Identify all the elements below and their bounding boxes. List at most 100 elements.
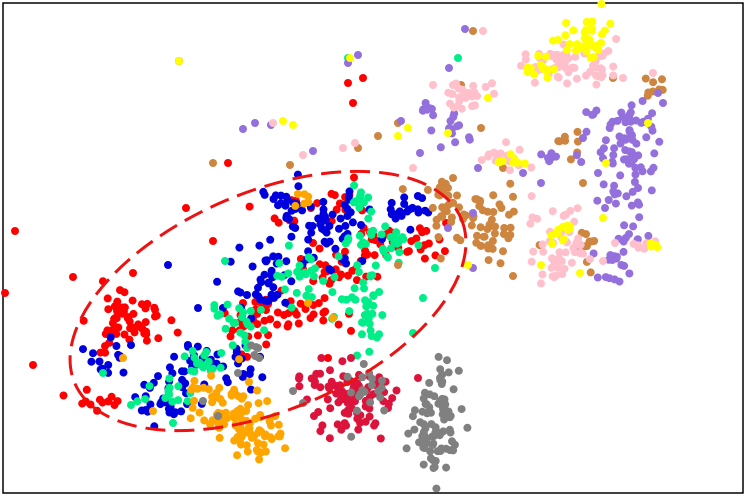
data-point [437, 212, 446, 221]
data-point [638, 97, 647, 105]
data-point [322, 239, 331, 248]
data-point [616, 171, 625, 180]
data-point [251, 119, 259, 127]
data-point [287, 277, 296, 286]
data-point [504, 234, 513, 243]
data-point [426, 447, 435, 456]
data-point [387, 210, 396, 219]
data-point [438, 410, 447, 419]
data-point [360, 311, 369, 320]
data-point [69, 273, 77, 281]
data-point [366, 398, 375, 407]
data-point [351, 139, 359, 147]
data-point [593, 196, 602, 205]
data-point [484, 152, 493, 161]
data-point [240, 331, 249, 340]
data-point [237, 432, 246, 441]
data-point [347, 326, 355, 335]
data-point [279, 117, 287, 125]
data-point [291, 224, 300, 232]
data-point [269, 119, 277, 127]
data-point [284, 241, 293, 250]
data-point [361, 296, 370, 305]
data-point [538, 270, 547, 279]
data-point [378, 311, 387, 320]
data-point [646, 167, 655, 176]
data-point [423, 185, 432, 194]
data-point [310, 412, 318, 420]
data-point [490, 89, 498, 98]
data-point [253, 386, 262, 395]
data-point [415, 224, 424, 233]
data-point [392, 386, 401, 395]
data-point [177, 407, 186, 416]
data-point [410, 425, 419, 434]
data-point [449, 113, 458, 121]
data-point [476, 241, 485, 250]
data-point [295, 261, 304, 270]
data-point [419, 420, 428, 429]
data-point [101, 348, 110, 357]
data-point [164, 404, 173, 413]
data-point [379, 247, 388, 256]
data-point [273, 320, 282, 329]
data-point [178, 375, 187, 384]
data-point [170, 352, 179, 361]
data-point [282, 214, 291, 222]
data-point [317, 354, 326, 362]
data-point [394, 132, 402, 140]
data-point [634, 151, 643, 160]
data-point [141, 395, 150, 404]
data-point [479, 27, 487, 35]
data-point [582, 127, 591, 136]
data-point [246, 307, 255, 315]
data-point [594, 169, 602, 177]
data-point [366, 326, 375, 335]
annotation-layer [68, 169, 468, 433]
data-point [314, 214, 323, 223]
data-point [245, 202, 254, 211]
data-point [142, 336, 151, 345]
data-point [143, 299, 152, 308]
data-point [260, 326, 269, 335]
data-point [477, 156, 486, 165]
data-point [519, 169, 527, 177]
data-point [436, 430, 445, 439]
data-point [204, 385, 213, 394]
data-point [328, 210, 337, 219]
data-point [356, 418, 364, 427]
data-point [488, 79, 496, 88]
data-point [259, 187, 268, 196]
data-point [449, 385, 458, 394]
data-point [573, 204, 582, 213]
data-point [376, 434, 385, 443]
data-point [521, 55, 530, 64]
data-point [103, 294, 112, 303]
data-point [306, 255, 315, 264]
data-point [418, 407, 427, 416]
data-point [523, 68, 532, 77]
data-point [436, 397, 444, 406]
data-point [413, 192, 422, 200]
data-point [588, 17, 597, 26]
data-point [237, 394, 246, 403]
data-point [334, 320, 343, 329]
data-point [494, 158, 503, 166]
data-point [352, 276, 361, 285]
data-point [329, 314, 337, 322]
data-point [95, 357, 104, 366]
data-point [470, 88, 479, 97]
data-point [209, 159, 217, 167]
data-point [648, 126, 657, 135]
data-point [142, 327, 151, 336]
data-point [473, 195, 481, 204]
data-point [326, 404, 335, 413]
data-point [192, 384, 201, 393]
data-point [437, 177, 446, 186]
data-point [334, 252, 343, 261]
data-point [561, 248, 570, 257]
data-point [587, 26, 596, 35]
data-point [350, 181, 359, 190]
data-point [255, 455, 264, 464]
